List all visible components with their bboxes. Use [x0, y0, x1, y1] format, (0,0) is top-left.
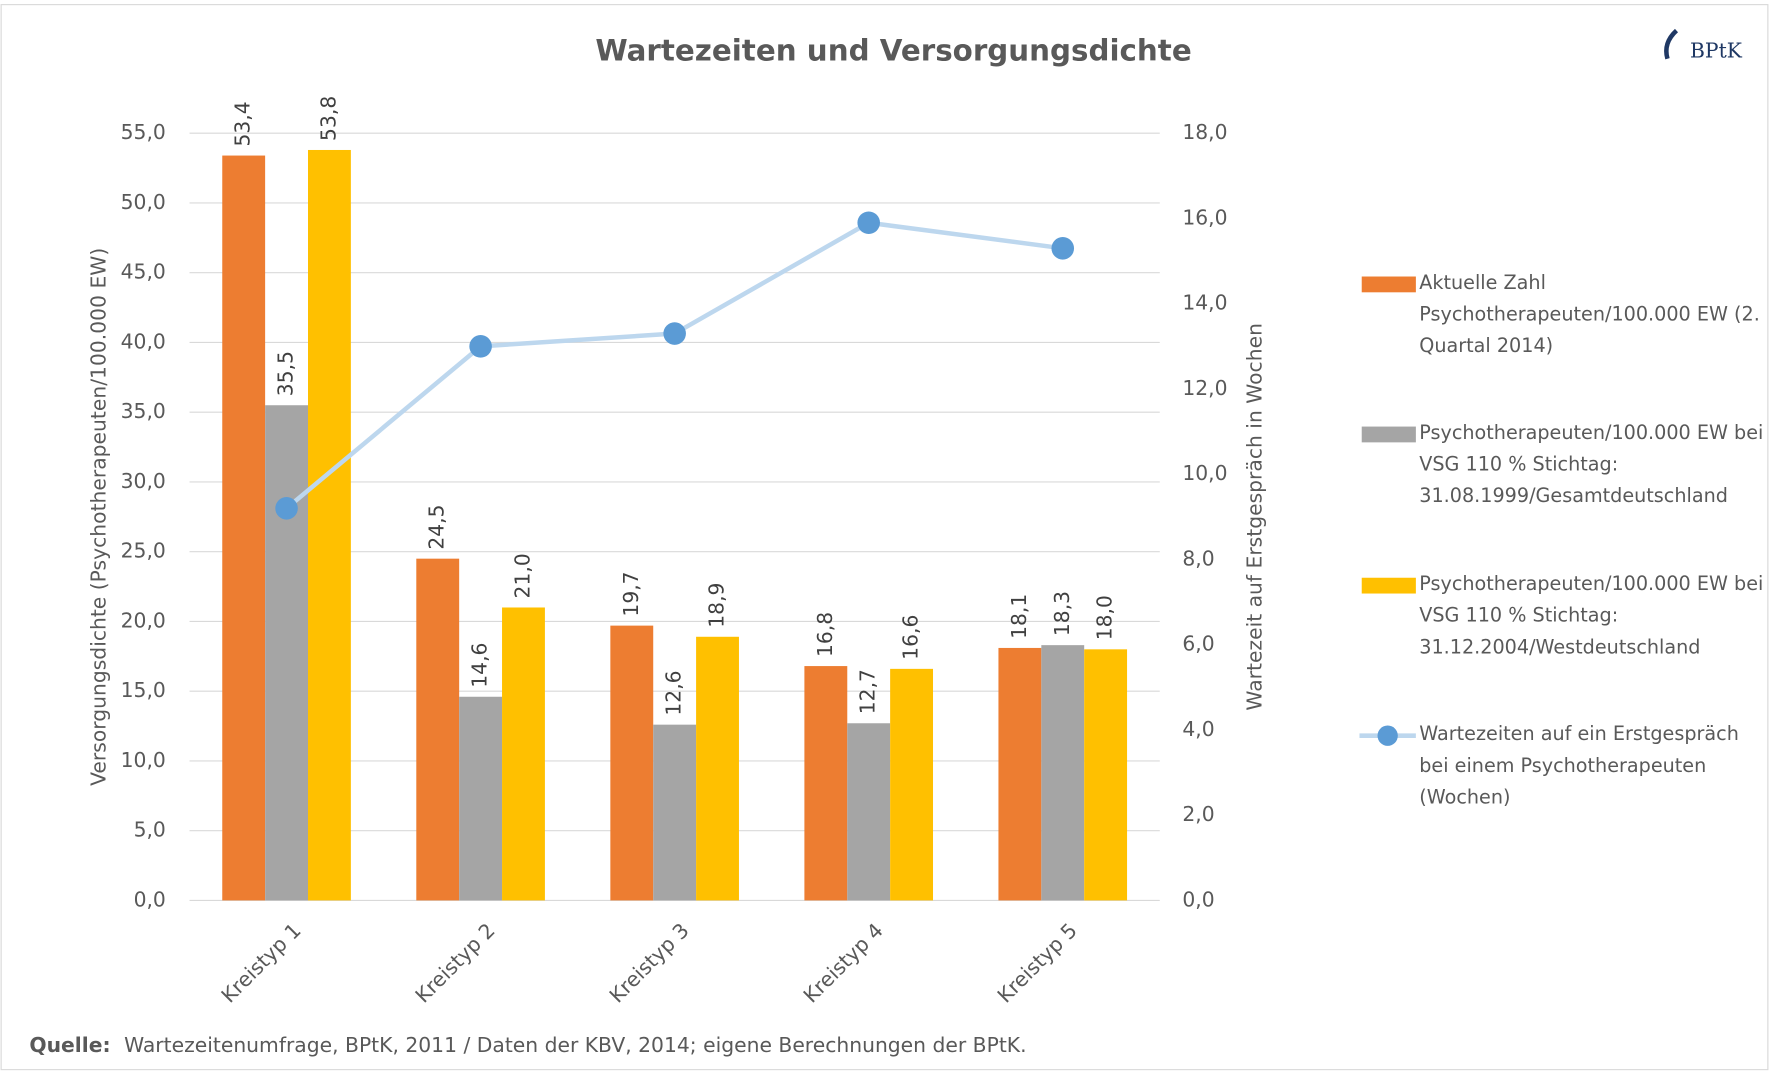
legend-label: Wartezeiten auf ein Erstgespräch bei ein… [1419, 723, 1739, 810]
legend-entry: Wartezeiten auf ein Erstgespräch bei ein… [1419, 723, 1739, 810]
bar [653, 724, 697, 901]
bar-value-label: 14,6 [468, 643, 492, 688]
y-tick-label: 15,0 [121, 678, 166, 702]
bar [265, 405, 308, 901]
y2-tick-label: 18,0 [1182, 120, 1227, 144]
bar [804, 666, 848, 901]
y-tick-label: 35,0 [121, 399, 166, 423]
y-tick-label: 30,0 [121, 469, 166, 493]
logo-arc [1664, 28, 1679, 60]
y2-tick-label: 16,0 [1182, 205, 1227, 229]
bar [502, 607, 545, 901]
bar-value-label: 35,5 [274, 351, 298, 396]
bar [416, 558, 460, 901]
bar [222, 155, 266, 901]
y-tick-label: 25,0 [121, 539, 166, 563]
chart-title: Wartezeiten und Versorgungsdichte [595, 34, 1191, 68]
bar [610, 625, 654, 901]
y-tick-label: 0,0 [134, 887, 166, 911]
y-tick-label: 45,0 [121, 260, 166, 284]
y2-tick-label: 12,0 [1182, 376, 1227, 400]
legend-label: Psychotherapeuten/100.000 EW bei VSG 110… [1419, 573, 1764, 659]
bar-value-label: 53,8 [316, 96, 340, 141]
legend-entry: Psychotherapeuten/100.000 EW bei VSG 110… [1419, 573, 1764, 659]
bar-value-label: 24,5 [425, 504, 449, 549]
y2-axis-title: Wartezeit auf Erstgespräch in Wochen [1243, 323, 1267, 711]
bar-value-label: 16,6 [899, 615, 923, 660]
y2-tick-label: 6,0 [1182, 632, 1214, 656]
y-tick-label: 20,0 [121, 608, 166, 632]
bar-value-label: 53,4 [231, 101, 255, 146]
y-tick-label: 50,0 [121, 190, 166, 214]
bar [459, 696, 503, 901]
y-tick-label: 55,0 [121, 120, 166, 144]
legend-label: Psychotherapeuten/100.000 EW bei VSG 110… [1419, 422, 1764, 508]
y2-tick-label: 4,0 [1182, 717, 1214, 741]
bar-value-label: 18,3 [1050, 591, 1074, 636]
bar-value-label: 18,1 [1007, 594, 1031, 639]
legend-swatch [1361, 426, 1416, 443]
bar [307, 149, 351, 901]
y-axis-title: Versorgungsdichte (Psychotherapeuten/100… [86, 248, 110, 786]
legend-swatch [1361, 276, 1416, 293]
bar [998, 647, 1042, 901]
line-point [1051, 237, 1075, 260]
line-point [469, 335, 492, 358]
bar [1041, 645, 1085, 901]
bar [890, 668, 934, 901]
bar-value-label: 12,7 [856, 669, 880, 714]
bar-value-label: 18,0 [1093, 595, 1117, 640]
bar-value-label: 18,9 [705, 583, 729, 628]
source: Wartezeitenumfrage, BPtK, 2011 / Daten d… [124, 1033, 1026, 1057]
y-tick-label: 40,0 [121, 329, 166, 353]
bar-value-label: 16,8 [813, 612, 837, 657]
legend-label: Aktuelle Zahl Psychotherapeuten/100.000 … [1419, 272, 1760, 358]
bar-value-label: 21,0 [510, 553, 534, 598]
y-tick-label: 10,0 [121, 748, 166, 772]
legend-entry: Aktuelle Zahl Psychotherapeuten/100.000 … [1419, 272, 1760, 358]
legend-swatch [1377, 725, 1398, 746]
bar-value-label: 12,6 [662, 670, 686, 715]
y2-tick-label: 8,0 [1182, 546, 1214, 570]
line-point [857, 211, 880, 235]
line-point [663, 322, 686, 345]
bar [696, 636, 739, 901]
y2-tick-label: 2,0 [1182, 802, 1214, 826]
y-tick-label: 5,0 [134, 818, 166, 842]
bar [1084, 649, 1128, 901]
legend-entry: Psychotherapeuten/100.000 EW bei VSG 110… [1419, 422, 1764, 508]
source-label: Quelle: [29, 1033, 110, 1057]
y2-tick-label: 0,0 [1182, 887, 1214, 911]
bar-value-label: 19,7 [619, 571, 643, 616]
bar [847, 723, 891, 901]
legend-swatch [1361, 577, 1416, 594]
logo: BPtK [1690, 39, 1743, 63]
y2-tick-label: 10,0 [1182, 461, 1227, 485]
line-point [275, 497, 298, 520]
y2-tick-label: 14,0 [1182, 291, 1227, 315]
